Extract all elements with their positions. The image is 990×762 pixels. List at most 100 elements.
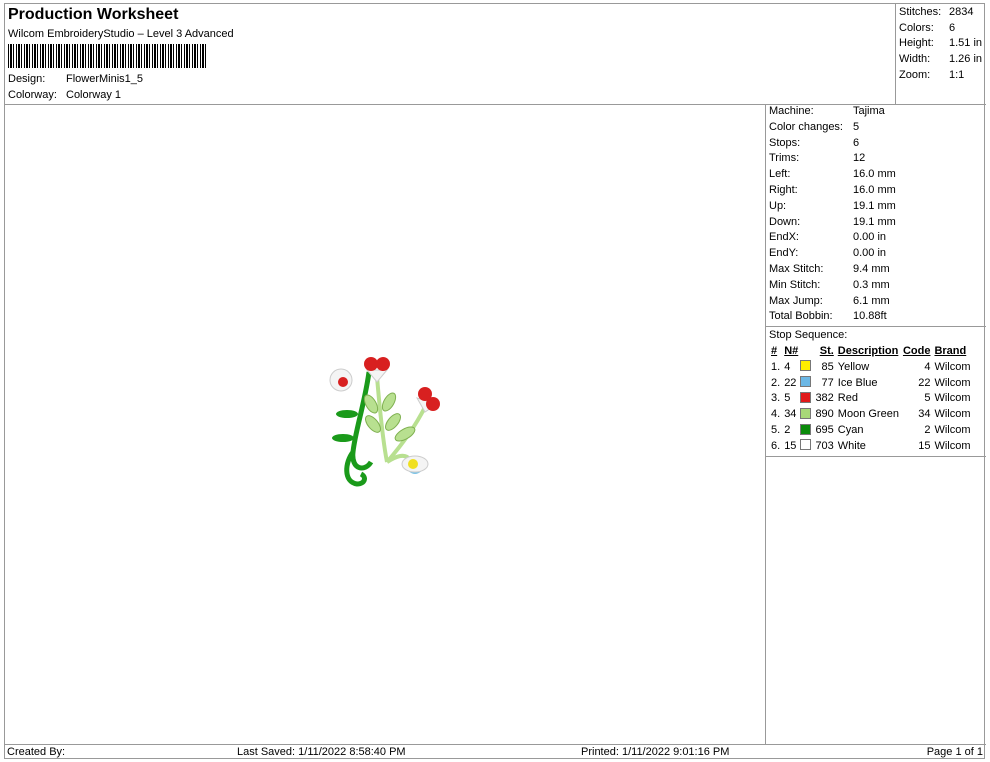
- stat-row: Width: 1.26 in: [899, 52, 986, 68]
- info-label: Left:: [769, 168, 791, 181]
- info-panel: Machine: Tajima Color changes: 5 Stops: 6 Trim…: [765, 104, 986, 745]
- info-row: Color changes: 5: [766, 120, 986, 136]
- color-swatch-cell: [798, 438, 813, 454]
- row-code: 2: [924, 424, 931, 437]
- row-index: 1.: [771, 360, 781, 373]
- row-needle: 5: [784, 392, 791, 405]
- info-value: 0.00 in: [853, 247, 887, 260]
- info-row: Total Bobbin: 10.88ft: [766, 309, 986, 325]
- info-row: Machine: Tajima: [766, 104, 986, 120]
- colorway-field: Colorway: Colorway 1: [8, 89, 121, 101]
- info-value: 6.1 mm: [853, 294, 890, 307]
- row-brand: Wilcom: [934, 360, 971, 373]
- sequence-row: 3. 5 382 Red 5 Wilcom: [769, 391, 973, 407]
- row-description: Moon Green: [837, 408, 899, 421]
- row-code: 34: [918, 408, 931, 421]
- row-code: 4: [924, 360, 931, 373]
- col-brand: Brand: [934, 345, 967, 358]
- stats-box: Stitches: 2834 Colors: 6 Height: 1.51 in Width…: [895, 3, 986, 105]
- page-title: Production Worksheet: [8, 6, 179, 23]
- info-value: 5: [853, 120, 860, 133]
- header-divider: [4, 104, 986, 105]
- row-index: 4.: [771, 408, 781, 421]
- footer: Created By: Last Saved: 1/11/2022 8:58:4…: [4, 744, 986, 759]
- stat-label: Width:: [899, 53, 931, 66]
- stem-light-green: [375, 376, 427, 464]
- info-row: Left: 16.0 mm: [766, 167, 986, 183]
- page-frame: [4, 3, 985, 759]
- info-value: 16.0 mm: [853, 183, 896, 196]
- stem-curl: [344, 450, 367, 487]
- info-label: Up:: [769, 199, 787, 212]
- row-description: Yellow: [837, 360, 870, 373]
- row-index: 5.: [771, 424, 781, 437]
- color-swatch: [800, 439, 812, 451]
- design-label: Design:: [8, 73, 46, 85]
- info-value: 16.0 mm: [853, 168, 896, 181]
- white-flower: [329, 368, 353, 392]
- sequence-row: 1. 4 85 Yellow 4 Wilcom: [769, 359, 973, 375]
- color-swatch-cell: [798, 391, 813, 407]
- info-row: Max Stitch: 9.4 mm: [766, 262, 986, 278]
- info-value: 9.4 mm: [853, 262, 890, 275]
- divider: [766, 455, 986, 457]
- machine-info-list: Machine: Tajima Color changes: 5 Stops: 6 Trim…: [766, 104, 986, 325]
- color-swatch-cell: [798, 375, 813, 391]
- stat-label: Zoom:: [899, 68, 931, 81]
- color-swatch-cell: [798, 406, 813, 422]
- page-number: Page 1 of 1: [926, 746, 983, 758]
- blue-flower: [401, 455, 429, 474]
- row-description: White: [837, 439, 866, 452]
- stat-label: Stitches:: [899, 6, 942, 18]
- row-stitches: 77: [821, 376, 834, 389]
- col-needle: N#: [784, 345, 799, 358]
- barcode: [8, 44, 208, 68]
- info-label: Max Jump:: [769, 294, 823, 307]
- stat-row: Height: 1.51 in: [899, 36, 986, 52]
- row-description: Cyan: [837, 424, 864, 437]
- color-swatch: [800, 360, 812, 372]
- info-value: 0.3 mm: [853, 278, 890, 291]
- info-label: Right:: [769, 183, 798, 196]
- info-label: Stops:: [769, 136, 801, 149]
- sequence-row: 5. 2 695 Cyan 2 Wilcom: [769, 422, 973, 438]
- info-value: 19.1 mm: [853, 199, 896, 212]
- dark-green-leaves: [332, 410, 358, 442]
- colorway-value: Colorway 1: [66, 89, 122, 101]
- stat-label: Colors:: [899, 21, 934, 34]
- sequence-row: 4. 34 890 Moon Green 34 Wilcom: [769, 406, 973, 422]
- last-saved: Last Saved: 1/11/2022 8:58:40 PM: [237, 746, 406, 758]
- row-needle: 2: [784, 424, 791, 437]
- info-value: 19.1 mm: [853, 215, 896, 228]
- info-row: EndY: 0.00 in: [766, 246, 986, 262]
- info-label: Max Stitch:: [769, 262, 824, 275]
- info-label: Machine:: [769, 105, 814, 117]
- info-row: Down: 19.1 mm: [766, 215, 986, 231]
- printed-date: Printed: 1/11/2022 9:01:16 PM: [581, 746, 730, 758]
- design-value: FlowerMinis1_5: [66, 73, 144, 85]
- col-code: Code: [902, 345, 931, 358]
- info-value: 0.00 in: [853, 231, 887, 244]
- row-code: 22: [918, 376, 931, 389]
- info-value: 6: [853, 136, 860, 149]
- row-index: 3.: [771, 392, 781, 405]
- col-stitches: St.: [819, 345, 834, 358]
- stat-label: Height:: [899, 37, 934, 50]
- row-stitches: 382: [815, 392, 834, 405]
- info-label: EndX:: [769, 231, 799, 244]
- row-index: 6.: [771, 439, 781, 452]
- color-swatch-cell: [798, 359, 813, 375]
- row-brand: Wilcom: [934, 439, 971, 452]
- sequence-row: 2. 22 77 Ice Blue 22 Wilcom: [769, 375, 973, 391]
- stat-row: Colors: 6: [899, 21, 986, 37]
- info-label: Trims:: [769, 152, 800, 165]
- stop-sequence: Stop Sequence: # N# St. Description Code…: [766, 326, 986, 454]
- row-code: 5: [924, 392, 931, 405]
- row-index: 2.: [771, 376, 781, 389]
- color-swatch: [800, 423, 812, 435]
- col-description: Description: [837, 345, 899, 358]
- row-needle: 15: [784, 439, 797, 452]
- stop-sequence-title: Stop Sequence:: [769, 329, 848, 342]
- color-swatch: [800, 376, 812, 388]
- info-row: Right: 16.0 mm: [766, 183, 986, 199]
